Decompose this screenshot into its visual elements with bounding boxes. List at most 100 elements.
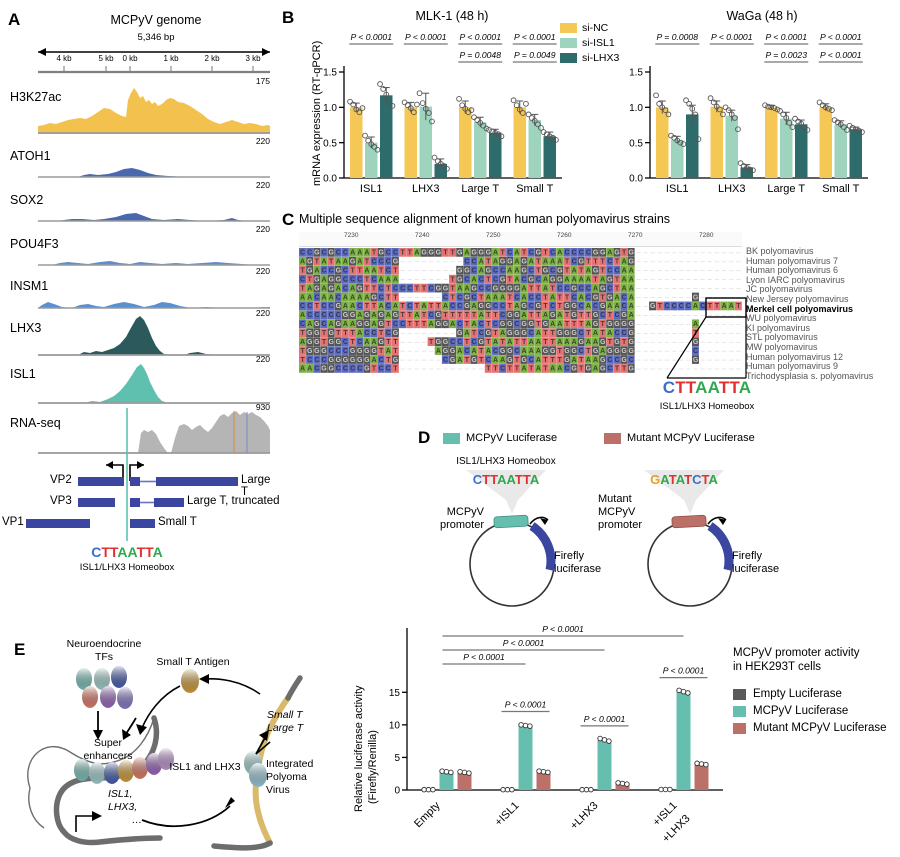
legend-item-si-lhx3: si-LHX3: [560, 52, 619, 64]
y-tick-label: 1.5: [323, 68, 337, 79]
data-point: [498, 133, 505, 140]
data-point: [852, 126, 859, 133]
data-point: [414, 101, 420, 108]
label-super-enh-l2: enhancers: [83, 750, 133, 762]
panel-b-letter: B: [282, 8, 295, 27]
legend-label-d-mutant-luc: Mutant MCPyV Luciferase: [753, 722, 887, 734]
data-point: [765, 103, 772, 110]
p-value-label: P < 0.0001: [460, 32, 502, 42]
panel-e: E: [8, 618, 348, 857]
x-category-label: LHX3: [718, 183, 746, 195]
x-category-label: ISL1: [360, 183, 383, 195]
chart-b1: 0.0 0.5 1.0 1.5 ISL1 P < 0.0001 LHX3 P < 0.0001…: [316, 26, 566, 204]
panel-c: C Multiple sequence alignment of known h…: [282, 206, 900, 426]
data-point: [371, 144, 378, 150]
data-point: [597, 735, 603, 742]
data-point: [536, 768, 542, 774]
p-value-label: P = 0.0008: [657, 32, 699, 42]
chart-d-legend-title: MCPyV promoter activity in HEK293T cells: [733, 646, 887, 674]
p-value-label: P = 0.0049: [514, 50, 556, 60]
plasmid-mut-gene-l2: luciferase: [732, 563, 780, 575]
bar: [404, 107, 417, 178]
plasmid-wt-promoter-label: MCPyV promoter: [424, 506, 484, 532]
data-point: [457, 769, 463, 775]
data-point: [462, 105, 469, 112]
data-point: [486, 127, 492, 133]
data-point: [768, 104, 775, 111]
data-point: [786, 120, 793, 126]
data-point: [347, 98, 353, 105]
chart-svg: 0.0 0.5 1.0 1.5 ISL1 P < 0.0001 LHX3 P < 0.0001…: [323, 32, 562, 195]
track-isl1: [38, 364, 270, 404]
data-point: [771, 105, 778, 111]
data-point: [662, 107, 669, 114]
data-point: [826, 105, 832, 112]
ne-tf-cluster: [76, 666, 133, 709]
axis-tick-2kb: 2 kb: [204, 54, 220, 63]
data-point: [528, 115, 535, 121]
label-integrated-l2: Polyoma: [266, 771, 307, 783]
data-point: [801, 124, 808, 130]
data-point: [606, 738, 612, 744]
motif-caption-c: ISL1/LHX3 Homeobox: [659, 401, 755, 412]
data-point: [434, 158, 441, 164]
data-point: [856, 127, 862, 134]
data-point: [789, 124, 796, 130]
y-tick-label: 0.5: [629, 138, 643, 149]
chart-b2-title: WaGa (48 h): [726, 9, 798, 23]
p-value-label: P < 0.0001: [820, 32, 862, 42]
data-point: [725, 107, 732, 114]
data-point: [410, 109, 417, 116]
data-point: [425, 786, 432, 793]
data-point: [439, 768, 445, 774]
label-integrated-l3: Virus: [266, 784, 290, 796]
panel-c-letter: C: [282, 210, 295, 229]
x-category-label: ISL1: [666, 183, 689, 195]
data-point: [535, 121, 541, 128]
data-point: [522, 722, 529, 729]
data-point: [440, 163, 447, 169]
track-pou4f3: [38, 261, 270, 266]
data-point: [362, 132, 368, 139]
chart-d-legend-title-l2: in HEK293T cells: [733, 661, 821, 673]
bar: [518, 725, 533, 790]
alignment-strain-label: Human polyomavirus 9: [746, 361, 839, 372]
chart-b1-title: MLK-1 (48 h): [415, 9, 489, 23]
bar: [834, 124, 847, 178]
p-value-label: P < 0.0001: [711, 32, 753, 42]
x-category-label: Large T: [461, 183, 499, 195]
bar: [615, 783, 630, 790]
alignment-strain-label: Human polyomavirus 12: [746, 351, 844, 362]
data-point: [658, 786, 664, 793]
data-point: [546, 133, 553, 140]
alignment-matrix: [299, 248, 742, 373]
data-point: [456, 96, 462, 102]
data-point: [389, 103, 396, 109]
track-scale-h3k27ac: 175: [255, 76, 270, 86]
bar: [365, 142, 378, 178]
alignment-strain-label: KI polyomavirus: [746, 322, 811, 333]
data-point: [416, 90, 423, 97]
track-atoh1: [38, 168, 270, 178]
p-value-label: P < 0.0001: [766, 32, 808, 42]
p-value-label: P < 0.0001: [820, 50, 862, 60]
data-point: [689, 105, 696, 112]
legend-label-empty-luc: Empty Luciferase: [753, 688, 842, 700]
panel-b: B si-NC si-ISL1 si-LHX3 MLK-1 (48 h) mRN…: [282, 4, 900, 204]
data-point: [477, 120, 484, 126]
bar: [434, 163, 447, 178]
chart-d-legend: MCPyV promoter activity in HEK293T cells…: [733, 646, 887, 734]
plasmid-wt-gene-label: Firefly luciferase: [554, 550, 601, 576]
legend-item-d-mutant-luc: Mutant MCPyV Luciferase: [733, 722, 887, 734]
label-large-t: Large T: [267, 722, 304, 734]
ruler-7250: 7250: [486, 232, 501, 239]
label-integrated-virus: Integrated Polyoma Virus: [266, 758, 336, 797]
legend-swatch-si-isl1: [560, 38, 577, 48]
plasmid-wt-promoter-l1: MCPyV: [446, 506, 484, 518]
data-point: [707, 95, 714, 101]
x-category-label: Large T: [767, 183, 805, 195]
data-point: [527, 723, 533, 729]
label-integrated-l1: Integrated: [266, 758, 314, 770]
chart-d-ylabel-wrap: Relative luciferase activity (Firefly/Re…: [353, 642, 379, 812]
panel-d-letter: D: [418, 428, 431, 447]
